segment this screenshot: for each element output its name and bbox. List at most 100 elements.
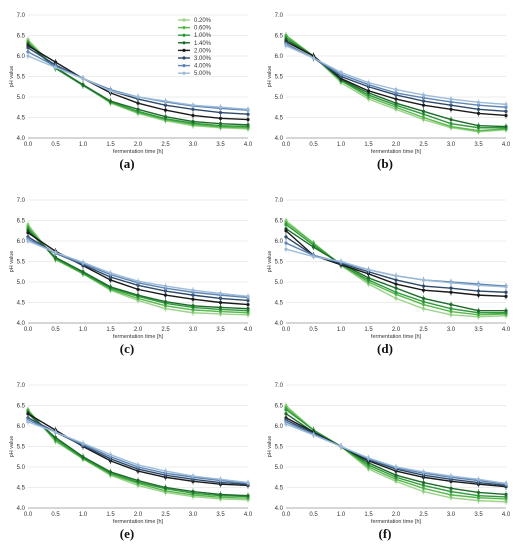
y-tick-label: 4.5	[275, 301, 284, 307]
data-point	[136, 279, 140, 283]
data-point	[421, 109, 426, 113]
data-point	[163, 485, 168, 490]
chart-panel-c: 4.0 4.5 5.0 5.5 6.0 6.5 7.0 0.0 0.5 1.0 1.5 2.0 2.5 3…	[9, 198, 253, 356]
series-5.00%	[26, 52, 250, 113]
data-point	[108, 470, 113, 474]
data-point	[504, 285, 508, 289]
data-point	[421, 284, 426, 288]
data-point	[449, 313, 453, 317]
series-5.00%	[26, 237, 250, 300]
data-point	[449, 307, 453, 311]
x-tick-label: 2.5	[161, 512, 170, 518]
series-4.00%	[26, 416, 250, 487]
y-tick-label: 4.0	[17, 136, 26, 142]
data-point	[53, 435, 58, 440]
panel-label: (c)	[120, 341, 134, 356]
y-tick-label: 4.5	[17, 486, 26, 492]
data-point	[191, 113, 195, 118]
data-point	[449, 281, 453, 285]
data-point	[366, 89, 371, 93]
y-tick-label: 7.0	[275, 13, 284, 19]
data-point	[246, 107, 250, 111]
y-tick-label: 4.5	[17, 301, 26, 307]
data-point	[504, 290, 508, 294]
x-tick-label: 3.0	[447, 327, 456, 333]
x-tick-label: 2.5	[161, 327, 170, 333]
x-tick-label: 1.5	[364, 512, 373, 518]
data-point	[394, 97, 398, 101]
y-tick-label: 5.5	[275, 445, 284, 451]
x-axis-label: fermentation time [h]	[113, 334, 164, 340]
x-tick-label: 2.5	[419, 142, 428, 148]
data-point	[476, 494, 481, 498]
x-tick-label: 1.5	[364, 142, 373, 148]
data-point	[394, 473, 398, 477]
y-tick-label: 5.5	[17, 445, 26, 451]
data-point	[191, 304, 195, 308]
x-tick-label: 0.0	[24, 327, 33, 333]
legend-marker	[182, 64, 186, 68]
data-point	[246, 307, 250, 311]
legend-label: 1.00%	[194, 33, 212, 39]
legend-marker	[182, 48, 186, 53]
x-tick-label: 1.0	[79, 327, 88, 333]
x-tick-label: 4.0	[244, 327, 253, 333]
legend-label: 1.40%	[194, 41, 212, 47]
data-point	[163, 293, 168, 297]
data-point	[366, 456, 371, 460]
series-1.00%	[284, 406, 508, 501]
data-point	[366, 276, 371, 280]
legend: 0.20% 0.60%1.00% 1.40%2.00% 3.00% 4.00%5.00%	[178, 18, 212, 77]
data-point	[191, 107, 195, 111]
data-point	[476, 490, 481, 495]
y-axis-label: pH value	[267, 66, 273, 88]
legend-label: 0.20%	[194, 18, 212, 24]
x-tick-label: 1.5	[106, 512, 115, 518]
chart-panel-e: 4.0 4.5 5.0 5.5 6.0 6.5 7.0 0.0 0.5 1.0 1.5 2.0 2.5 3…	[9, 383, 253, 541]
legend-marker	[182, 41, 186, 45]
series-line	[27, 413, 249, 487]
data-point	[366, 268, 371, 272]
y-tick-label: 4.0	[17, 321, 26, 327]
data-point	[246, 112, 250, 116]
series-1.40%	[284, 410, 508, 498]
data-point	[108, 285, 113, 289]
data-point	[421, 288, 426, 292]
data-point	[246, 480, 250, 485]
y-tick-label: 6.0	[275, 424, 284, 430]
data-point	[26, 231, 30, 235]
panel-label: (e)	[120, 526, 134, 541]
x-tick-label: 4.0	[244, 142, 253, 148]
data-point	[136, 293, 140, 297]
y-axis-label: pH value	[267, 436, 273, 458]
data-point	[163, 108, 168, 112]
data-point	[246, 494, 250, 498]
data-point	[163, 284, 168, 288]
data-point	[504, 109, 508, 113]
y-tick-label: 7.0	[275, 383, 284, 389]
x-axis-label: fermentation time [h]	[113, 149, 164, 155]
data-point	[504, 481, 508, 485]
x-tick-label: 2.0	[134, 142, 143, 148]
y-tick-label: 5.0	[17, 465, 26, 471]
data-point	[311, 56, 316, 60]
data-point	[449, 474, 453, 478]
data-point	[108, 99, 113, 103]
series-3.00%	[26, 414, 250, 488]
series-2.00%	[26, 410, 250, 489]
data-point	[476, 124, 481, 128]
data-point	[218, 105, 223, 109]
legend-marker	[182, 18, 186, 22]
y-tick-label: 6.5	[17, 34, 26, 40]
y-tick-label: 6.5	[275, 34, 284, 40]
data-point	[284, 235, 288, 239]
data-point	[421, 296, 426, 300]
y-tick-label: 5.5	[275, 75, 284, 81]
legend-label: 0.60%	[194, 26, 212, 32]
data-point	[218, 122, 223, 126]
data-point	[246, 117, 250, 122]
data-point	[449, 103, 453, 107]
x-tick-label: 0.5	[309, 142, 318, 148]
x-tick-label: 3.5	[474, 327, 483, 333]
